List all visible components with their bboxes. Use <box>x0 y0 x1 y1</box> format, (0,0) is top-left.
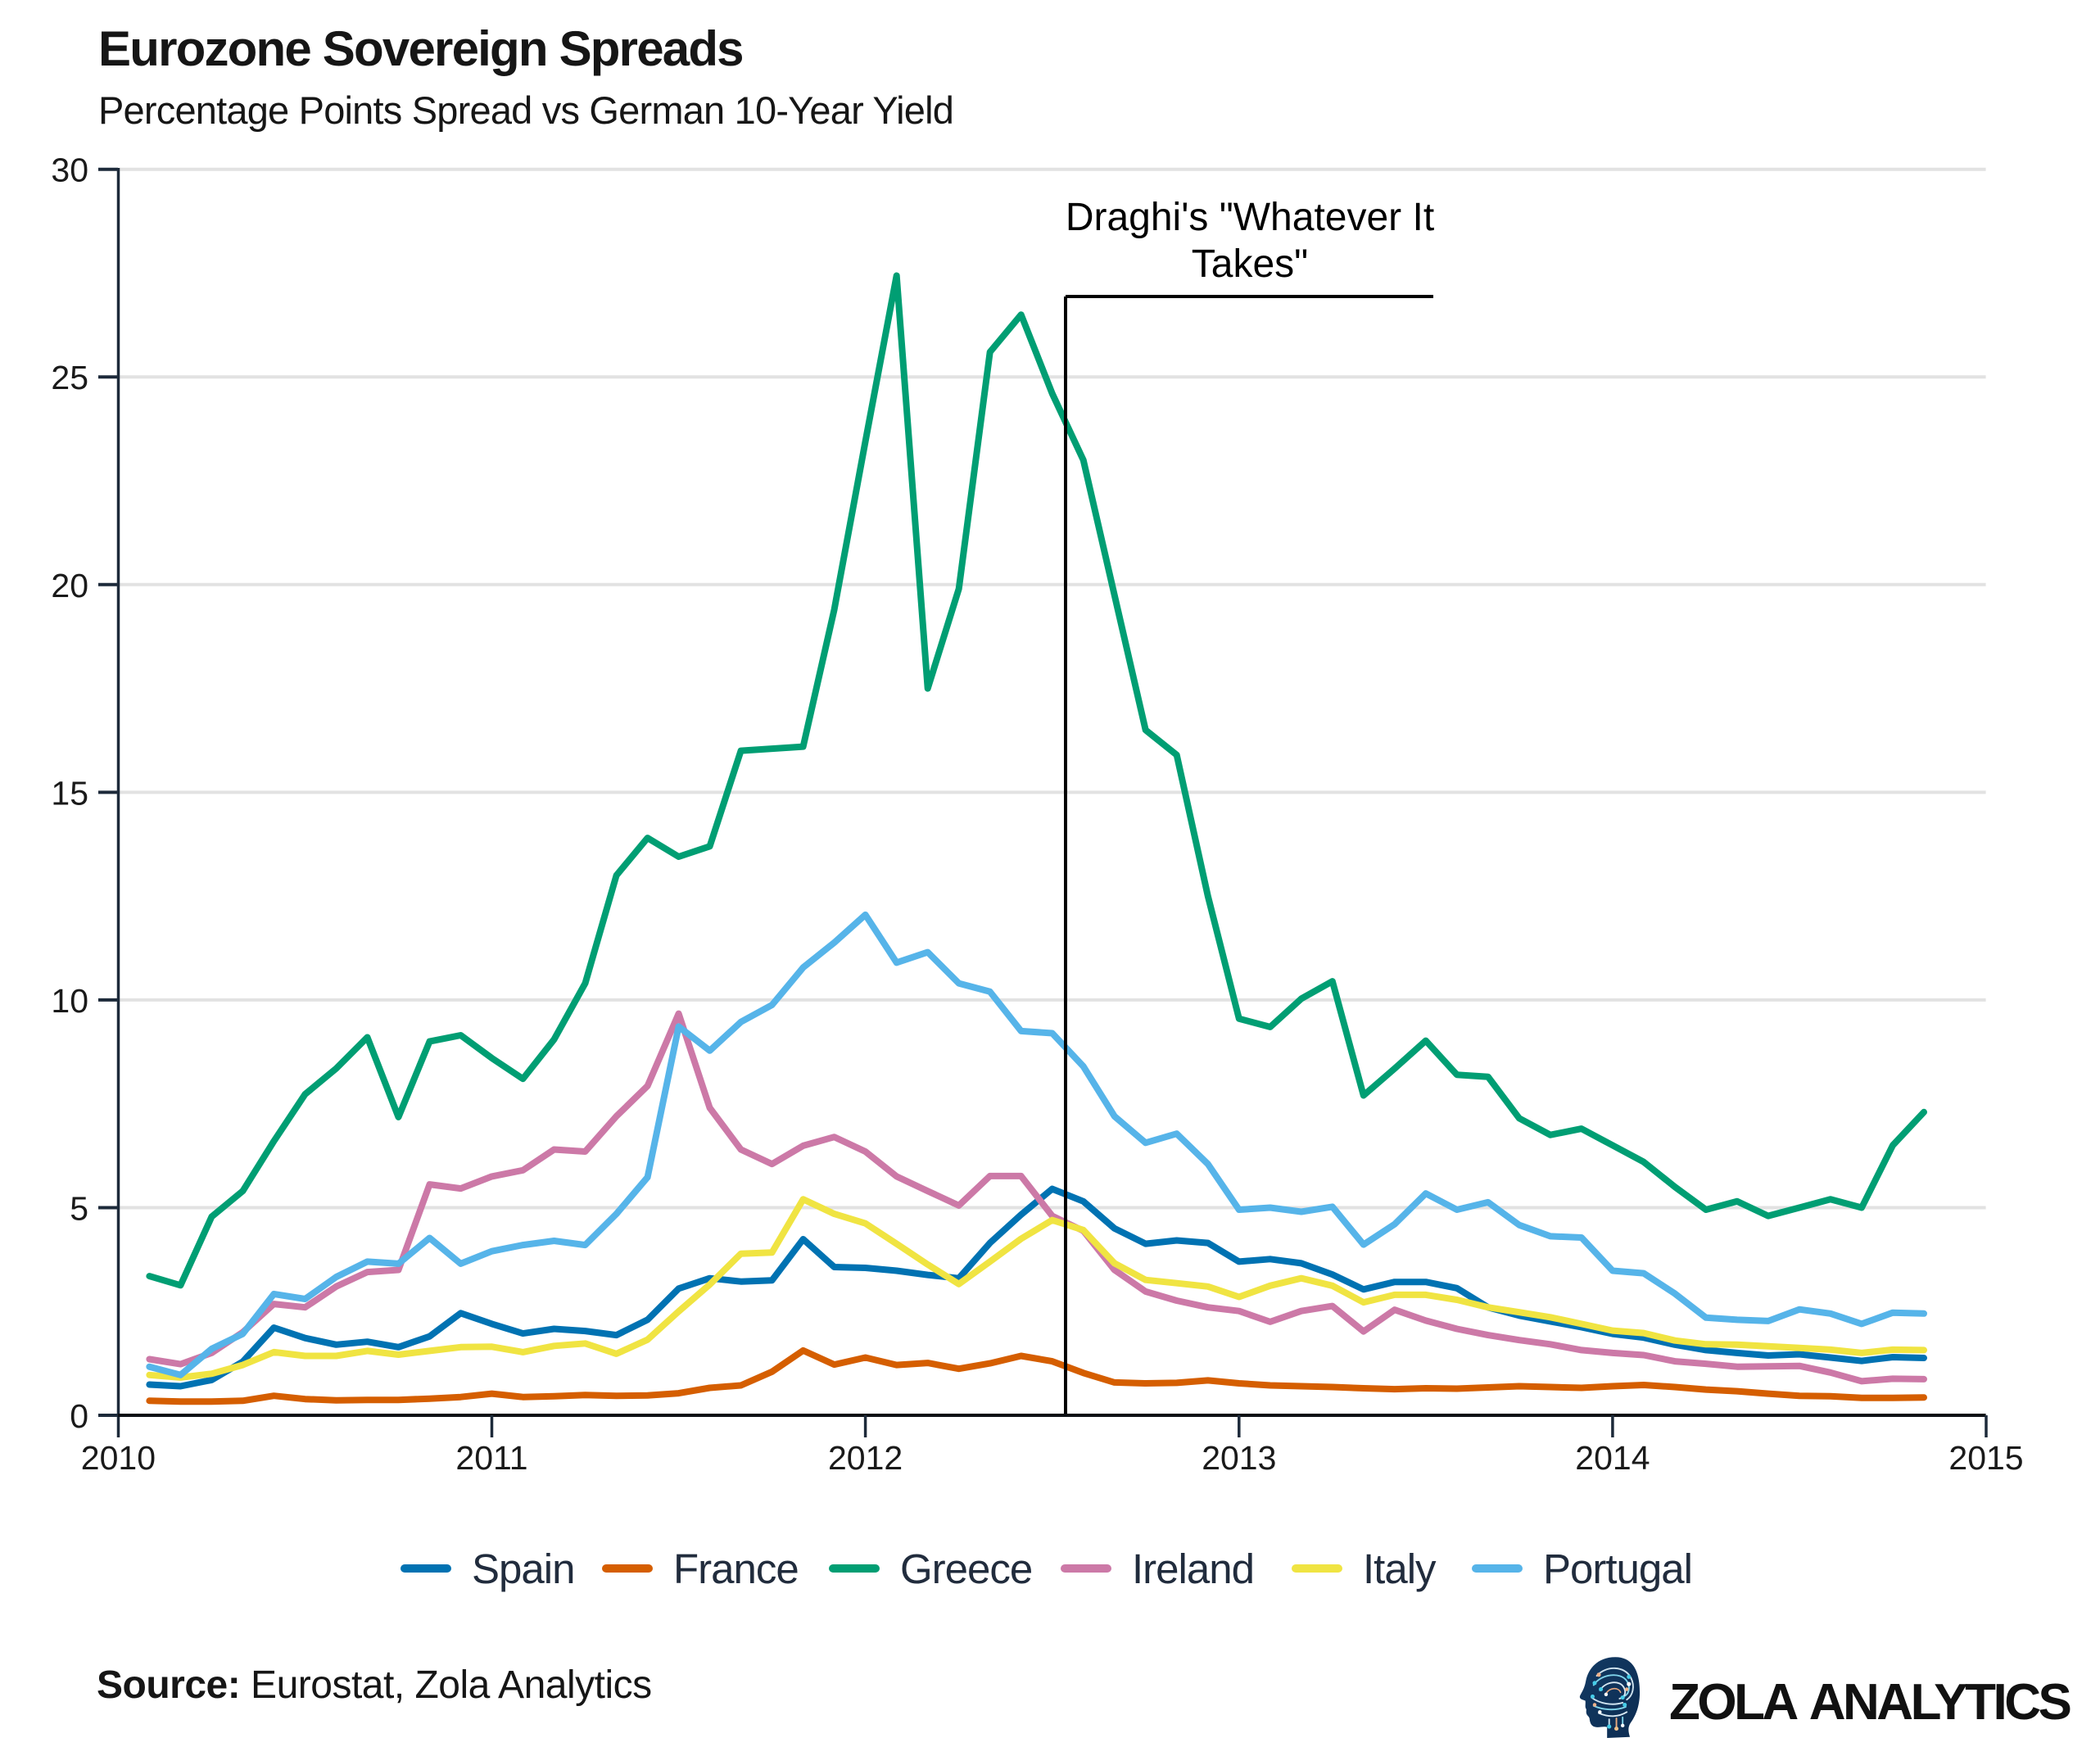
svg-text:2015: 2015 <box>1948 1439 2023 1477</box>
svg-text:Ireland: Ireland <box>1132 1546 1254 1592</box>
svg-text:Spain: Spain <box>472 1546 574 1592</box>
svg-text:2013: 2013 <box>1202 1439 1276 1477</box>
svg-text:25: 25 <box>51 359 88 396</box>
svg-text:0: 0 <box>70 1397 88 1435</box>
svg-text:Portugal: Portugal <box>1543 1546 1692 1592</box>
svg-text:Greece: Greece <box>900 1546 1032 1592</box>
svg-text:France: France <box>673 1546 799 1592</box>
svg-text:Draghi's "Whatever It: Draghi's "Whatever It <box>1066 196 1434 239</box>
svg-text:Italy: Italy <box>1363 1546 1437 1592</box>
svg-text:30: 30 <box>51 152 88 189</box>
svg-text:Eurozone Sovereign Spreads: Eurozone Sovereign Spreads <box>98 21 743 76</box>
svg-text:15: 15 <box>51 774 88 812</box>
svg-text:2014: 2014 <box>1575 1439 1650 1477</box>
svg-text:Takes": Takes" <box>1192 242 1308 286</box>
svg-text:Percentage Points Spread vs Ge: Percentage Points Spread vs German 10-Ye… <box>98 88 953 132</box>
svg-text:2011: 2011 <box>455 1439 527 1477</box>
svg-text:2012: 2012 <box>828 1439 903 1477</box>
svg-text:2010: 2010 <box>81 1439 156 1477</box>
svg-text:20: 20 <box>51 567 88 604</box>
svg-text:5: 5 <box>70 1190 88 1228</box>
svg-text:Source: Eurostat, Zola Analyti: Source: Eurostat, Zola Analytics <box>97 1663 652 1707</box>
svg-text:10: 10 <box>51 982 88 1020</box>
